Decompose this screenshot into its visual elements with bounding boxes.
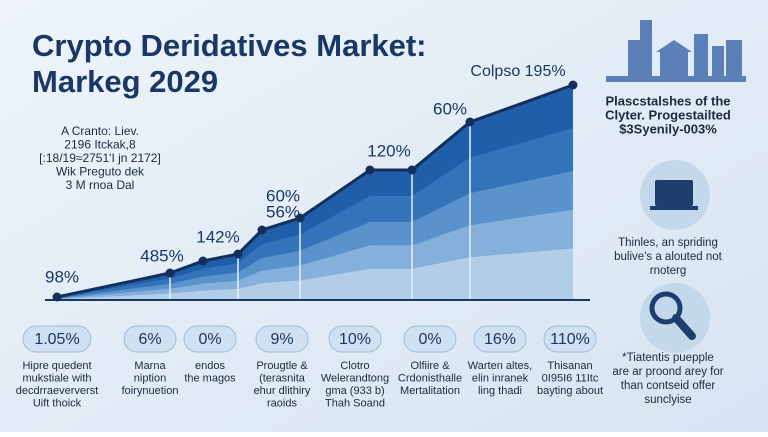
stat-pill	[183, 325, 237, 353]
point	[407, 165, 417, 175]
side-text: Plascstalshes of the	[606, 93, 731, 108]
stat-text: Thisanan	[547, 360, 592, 372]
note-line: 3 M rnoa Dal	[66, 178, 135, 192]
stat-text: raoids	[267, 397, 297, 409]
stat-text: decdrraeververst	[16, 385, 99, 397]
side-text: Thinles, an spriding	[618, 237, 718, 249]
skyline-icon	[606, 20, 746, 82]
stat-text: (terasnita	[259, 372, 306, 384]
note-line: A Cranto: Liev.	[61, 124, 139, 138]
stat-text: mukstiale with	[22, 372, 91, 384]
stat-value: 9%	[270, 331, 293, 348]
stat-text: Welerandtong	[321, 372, 389, 384]
point	[568, 80, 578, 90]
side-text: $3Syenily-003%	[619, 121, 717, 136]
side-text: bulive's a alouted not	[614, 251, 722, 263]
stat-text: ehur dlithiry	[254, 385, 311, 397]
point-label: 60%	[433, 99, 467, 118]
chart-area	[45, 80, 590, 302]
note-line: Wik Preguto dek	[56, 165, 145, 179]
stat-text: Warten altes,	[468, 360, 532, 372]
stat-pill	[473, 325, 527, 353]
side-text: are ar proond arey for	[612, 366, 723, 378]
stat-value: 0%	[418, 331, 441, 348]
magnifier-icon	[649, 291, 683, 325]
point-label: 98%	[45, 267, 79, 286]
note-line: [:18/19≈2751'I jn 2172]	[39, 151, 161, 165]
stat-value: 1.05%	[34, 331, 79, 348]
point	[198, 256, 208, 266]
stat-text: foirynuetion	[122, 385, 179, 397]
stat-text: Crdonisthalle	[398, 372, 462, 384]
stat-text: niption	[134, 372, 166, 384]
stat-pill	[255, 325, 309, 353]
laptop-icon	[650, 206, 698, 210]
stat-value: 110%	[550, 331, 590, 348]
stat-text: elin inranek	[472, 372, 529, 384]
stat-text: Hipre quedent	[22, 360, 91, 372]
stat-text: bayting about	[537, 385, 603, 397]
stat-value: 16%	[484, 331, 516, 348]
stat-value: 0%	[198, 331, 221, 348]
side-text: *Tiatentis puepple	[622, 352, 714, 364]
point	[465, 117, 475, 127]
stat-pill	[123, 325, 177, 353]
stat-pill	[403, 325, 457, 353]
stat-text: endos	[195, 360, 225, 372]
stat-text: Clotro	[340, 360, 369, 372]
title: Markeg 2029	[32, 64, 218, 99]
side-text: rnoterg	[650, 265, 686, 277]
point-label: 60%	[266, 186, 300, 205]
point	[257, 225, 267, 235]
note-line: 2196 Itckak,8	[64, 138, 136, 152]
point-label: Colpso 195%	[470, 63, 565, 80]
point-label: 56%	[266, 202, 300, 221]
stat-text: Thah Soand	[325, 397, 385, 409]
stat-text: gma (933 b)	[325, 385, 384, 397]
stat-text: 0I95I6 11Itc	[542, 372, 599, 384]
side-text: Clyter. Progestailted	[605, 107, 731, 122]
stat-text: ling thadi	[478, 385, 522, 397]
stat-text: Uift thoick	[33, 397, 82, 409]
point-label: 485%	[140, 246, 183, 265]
point-label: 120%	[367, 141, 410, 160]
stat-pill	[328, 325, 382, 353]
point	[165, 268, 175, 278]
side-text: sunclyise	[644, 394, 691, 406]
stat-text: Prougtle &	[256, 360, 308, 372]
stat-pill	[543, 325, 597, 353]
side-text: than contseid offer	[621, 380, 716, 392]
title: Crypto Deridatives Market:	[32, 28, 427, 63]
stat-text: Marna	[134, 360, 166, 372]
stat-value: 10%	[339, 331, 371, 348]
stat-text: the magos	[184, 372, 236, 384]
point	[365, 165, 375, 175]
point	[295, 213, 305, 223]
laptop-icon	[655, 180, 693, 206]
stat-text: Mertalitation	[400, 385, 460, 397]
point	[233, 249, 243, 259]
stat-text: Olfiire &	[410, 360, 450, 372]
point	[52, 292, 62, 302]
stat-pill	[22, 325, 92, 353]
point-label: 142%	[196, 227, 239, 246]
trend-line	[56, 83, 574, 299]
stat-value: 6%	[138, 331, 161, 348]
magnifier-icon	[672, 314, 696, 340]
area-layer	[57, 248, 573, 300]
